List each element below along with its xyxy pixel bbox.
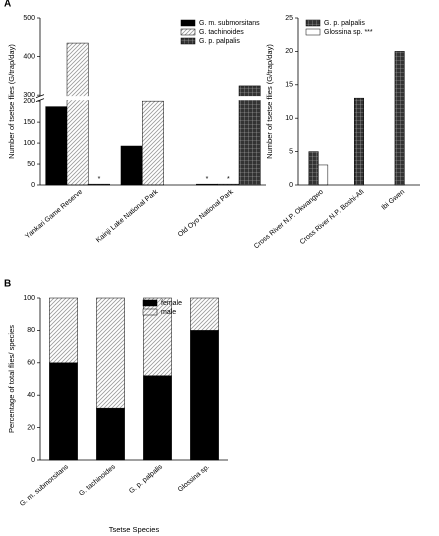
legend-label: G. tachinoides [199,29,244,36]
y-axis-title: Number of tsetse flies (G/trap/day) [265,44,274,159]
legend-label: G. p. palpalis [324,20,365,27]
legend-label: G. p. palpalis [199,38,240,45]
x-tick-label: G. p. palpalis [128,463,164,495]
bar [308,151,319,186]
y-tick-label: 100 [23,295,35,302]
bar-segment [190,297,219,331]
x-axis-title: Tsetse Species [109,525,160,534]
y-tick-label: 60 [27,360,35,367]
legend-label: male [161,309,176,316]
y-tick-label: 0 [289,182,293,189]
legend-swatch [180,19,196,27]
y-tick-label: 15 [285,82,293,89]
bar-segment [190,330,219,461]
legend-label: Glossina sp. *** [324,29,373,36]
y-axis-title: Number of tsetse flies (G/trap/day) [7,44,16,159]
x-tick-label: Kainji Lake National Park [95,188,160,244]
bar-annotation: * [206,176,209,183]
bar [394,51,405,186]
panel-label: B [4,279,11,290]
y-tick-label: 40 [27,392,35,399]
bar-annotation: * [98,176,101,183]
bar [45,106,68,186]
y-tick-label: 5 [289,148,293,155]
bar-segment [143,297,172,377]
legend-swatch [180,28,196,36]
x-tick-label: Old Oyo National Park [177,188,235,238]
bar-segment [49,362,78,461]
x-tick-label: Glossina sp. [177,464,211,494]
y-tick-label: 10 [285,115,293,122]
bar [318,164,329,186]
bar [66,42,89,186]
y-tick-label: 500 [23,15,35,22]
bar-segment [49,297,78,364]
y-tick-label: 0 [31,182,35,189]
y-tick-label: 200 [23,98,35,105]
legend-swatch [142,308,158,316]
break-mark [35,94,45,99]
x-tick-label: Cross River N.P. Okwangwo [253,189,325,251]
panel-label: A [4,0,11,10]
y-axis-title: Percentage of total flies/ species [7,325,16,433]
y-tick-label: 150 [23,119,35,126]
x-tick-label: Yankari Game Reserve [24,189,84,241]
axis-break [36,96,266,101]
x-tick-label: G. m. submorsitans [19,463,70,508]
legend-swatch [305,28,321,36]
legend-swatch [142,299,158,307]
axis-break [36,96,44,101]
bar-segment [96,407,125,461]
y-tick-label: 400 [23,53,35,60]
y-tick-label: 20 [27,424,35,431]
y-tick-label: 100 [23,140,35,147]
legend-swatch [305,19,321,27]
bar-segment [143,375,172,461]
legend-swatch [180,37,196,45]
bar-annotation: * [227,176,230,183]
bar [120,145,143,186]
bar [142,100,164,186]
y-tick-label: 20 [285,48,293,55]
y-tick-label: 0 [31,457,35,464]
break-mark [35,98,45,103]
bar [238,85,261,186]
x-tick-label: G. tachinoides [78,463,117,497]
y-tick-label: 300 [23,92,35,99]
bar [353,97,365,186]
bar-segment [96,297,125,409]
legend-label: female [161,300,182,307]
y-tick-label: 50 [27,161,35,168]
y-tick-label: 25 [285,15,293,22]
y-tick-label: 80 [27,327,35,334]
x-tick-label: Ibi Gwen [380,189,406,212]
legend-label: G. m. submorsitans [199,20,260,27]
